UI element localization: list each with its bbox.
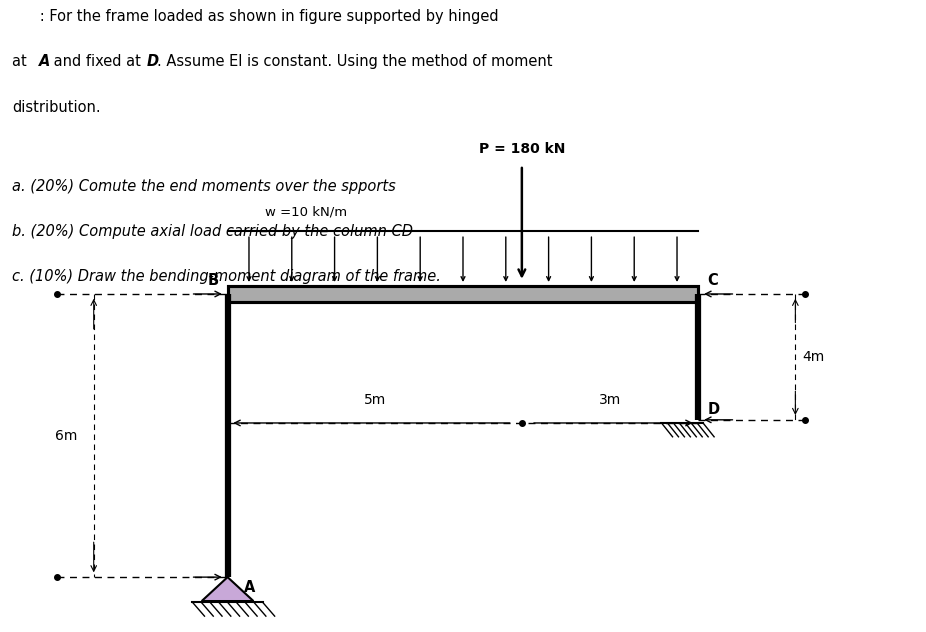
Text: and fixed at: and fixed at: [49, 54, 146, 70]
Text: 3m: 3m: [599, 393, 621, 407]
Polygon shape: [202, 577, 254, 601]
Text: : For the frame loaded as shown in figure supported by hinged: : For the frame loaded as shown in figur…: [12, 9, 499, 24]
Text: D: D: [707, 402, 720, 416]
Text: A: A: [244, 580, 256, 595]
Text: w =10 kN/m: w =10 kN/m: [265, 205, 346, 219]
Text: 4m: 4m: [803, 350, 825, 364]
Text: 5m: 5m: [364, 393, 386, 407]
FancyBboxPatch shape: [228, 286, 698, 302]
Text: D: D: [146, 54, 158, 70]
Text: 6m: 6m: [55, 428, 77, 442]
Text: B: B: [207, 272, 219, 288]
Text: C: C: [707, 272, 719, 288]
Text: P = 180 kN: P = 180 kN: [479, 142, 565, 155]
Text: . Assume El is constant. Using the method of moment: . Assume El is constant. Using the metho…: [157, 54, 553, 70]
Text: b. (20%) Compute axial load carried by the column CD: b. (20%) Compute axial load carried by t…: [12, 224, 414, 239]
Text: a. (20%) Comute the end moments over the spports: a. (20%) Comute the end moments over the…: [12, 179, 396, 194]
Text: c. (10%) Draw the bending-moment diagram of the frame.: c. (10%) Draw the bending-moment diagram…: [12, 269, 442, 284]
Text: at: at: [12, 54, 31, 70]
Text: distribution.: distribution.: [12, 100, 101, 114]
Text: A: A: [39, 54, 51, 70]
